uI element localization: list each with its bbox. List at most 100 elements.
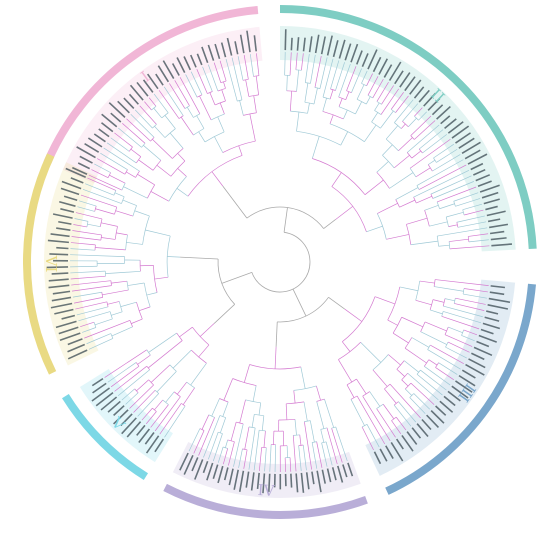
branch: [176, 381, 188, 395]
leaf-label: [295, 473, 299, 493]
branch-arc: [136, 302, 143, 320]
branch: [468, 233, 489, 237]
branch: [285, 403, 288, 420]
leaf-label: [146, 73, 159, 90]
branch: [239, 100, 244, 116]
leaf-label: [447, 390, 461, 402]
branch: [468, 239, 489, 243]
branch: [203, 415, 221, 458]
leaf-label: [458, 374, 476, 387]
branch: [182, 387, 195, 405]
clade-label-vi: VI: [42, 255, 60, 273]
branch: [409, 138, 451, 169]
branch: [80, 194, 117, 208]
leaf-label: [423, 92, 437, 107]
branch-arc: [367, 94, 373, 99]
branch: [243, 55, 249, 80]
leaf-label: [128, 93, 139, 105]
branch: [292, 435, 297, 472]
branch: [331, 428, 343, 463]
branch: [207, 64, 219, 92]
branch: [346, 384, 355, 398]
branch: [411, 150, 422, 159]
leaf-label: [48, 278, 69, 282]
branch-arc: [286, 401, 305, 405]
branch: [248, 427, 256, 470]
branch-arc: [152, 160, 162, 171]
branch: [408, 117, 417, 128]
branch: [284, 52, 286, 76]
branch: [380, 110, 394, 129]
branch: [435, 367, 455, 381]
branch: [415, 299, 432, 306]
leaf-label: [326, 35, 333, 56]
leaf-label: [50, 302, 73, 309]
branch: [150, 364, 171, 383]
leaf-label: [107, 400, 121, 413]
branch: [432, 181, 475, 199]
branch-arc: [331, 426, 336, 429]
leaf-label: [201, 46, 209, 64]
branch-arc: [135, 170, 140, 178]
leaf-label: [471, 352, 485, 361]
leaf-label: [440, 115, 451, 125]
leaf-label: [238, 470, 245, 492]
branch-arc: [152, 407, 157, 412]
leaf-label: [421, 418, 432, 431]
leaf-label: [356, 50, 363, 65]
branch: [255, 76, 259, 95]
branch: [453, 192, 479, 202]
branch: [269, 444, 272, 472]
branch-arc: [444, 326, 449, 335]
branch-arc: [436, 235, 439, 247]
leaf-label: [246, 30, 251, 53]
branch: [253, 95, 257, 113]
branch: [223, 81, 226, 89]
branch: [71, 280, 111, 286]
leaf-label: [473, 346, 493, 357]
branch: [158, 90, 180, 119]
leaf-label: [206, 462, 214, 481]
branch: [82, 188, 122, 204]
leaf-label: [67, 338, 83, 346]
branch: [310, 54, 316, 84]
branch: [404, 347, 427, 364]
leaf-label: [123, 97, 135, 110]
branch: [391, 420, 402, 434]
leaf-label: [451, 125, 470, 139]
leaf-label: [320, 36, 326, 55]
leaf-label: [113, 409, 129, 425]
leaf-label: [461, 141, 481, 155]
branch: [263, 430, 266, 448]
branch: [399, 199, 416, 208]
branch-arc: [361, 423, 368, 428]
leaf-label: [144, 431, 155, 445]
branch-arc: [191, 349, 207, 364]
leaf-label: [214, 43, 221, 60]
branch: [172, 349, 192, 369]
branch: [364, 124, 377, 142]
branch: [238, 145, 243, 156]
branch: [85, 183, 115, 196]
leaf-label: [443, 395, 456, 407]
branch-arc: [290, 110, 308, 114]
branch: [190, 362, 207, 386]
leaf-label: [202, 460, 209, 474]
branch-arc: [427, 164, 433, 172]
leaf-label: [228, 468, 234, 486]
branch: [338, 98, 343, 107]
branch: [80, 321, 95, 327]
branch: [109, 174, 126, 184]
branch: [289, 52, 292, 76]
leaf-label: [145, 435, 160, 454]
leaf-label: [67, 343, 86, 353]
leaf-label: [485, 205, 498, 211]
clade-arc-vi: [23, 153, 57, 375]
clade-shade-i: [62, 26, 263, 184]
branch: [169, 132, 184, 149]
leaf-label: [72, 166, 88, 176]
leaf-label: [101, 122, 114, 133]
branch: [106, 142, 137, 164]
branch: [86, 333, 111, 345]
branch: [233, 423, 244, 467]
